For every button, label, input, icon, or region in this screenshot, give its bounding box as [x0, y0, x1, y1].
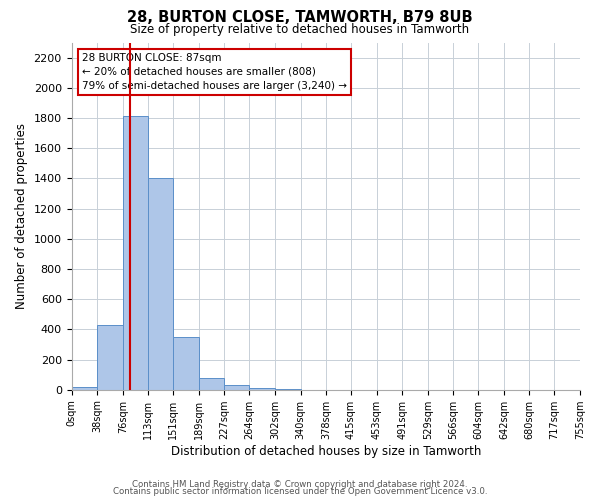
Bar — [250, 388, 275, 390]
Text: Contains public sector information licensed under the Open Government Licence v3: Contains public sector information licen… — [113, 487, 487, 496]
Bar — [123, 116, 148, 390]
Bar — [275, 389, 301, 390]
Bar — [71, 386, 97, 390]
Text: 28 BURTON CLOSE: 87sqm
← 20% of detached houses are smaller (808)
79% of semi-de: 28 BURTON CLOSE: 87sqm ← 20% of detached… — [82, 53, 347, 91]
Bar — [97, 325, 123, 390]
Text: Contains HM Land Registry data © Crown copyright and database right 2024.: Contains HM Land Registry data © Crown c… — [132, 480, 468, 489]
Text: 28, BURTON CLOSE, TAMWORTH, B79 8UB: 28, BURTON CLOSE, TAMWORTH, B79 8UB — [127, 10, 473, 25]
X-axis label: Distribution of detached houses by size in Tamworth: Distribution of detached houses by size … — [170, 444, 481, 458]
Bar — [224, 385, 250, 390]
Text: Size of property relative to detached houses in Tamworth: Size of property relative to detached ho… — [130, 22, 470, 36]
Y-axis label: Number of detached properties: Number of detached properties — [15, 123, 28, 309]
Bar — [199, 378, 224, 390]
Bar — [148, 178, 173, 390]
Bar — [173, 337, 199, 390]
